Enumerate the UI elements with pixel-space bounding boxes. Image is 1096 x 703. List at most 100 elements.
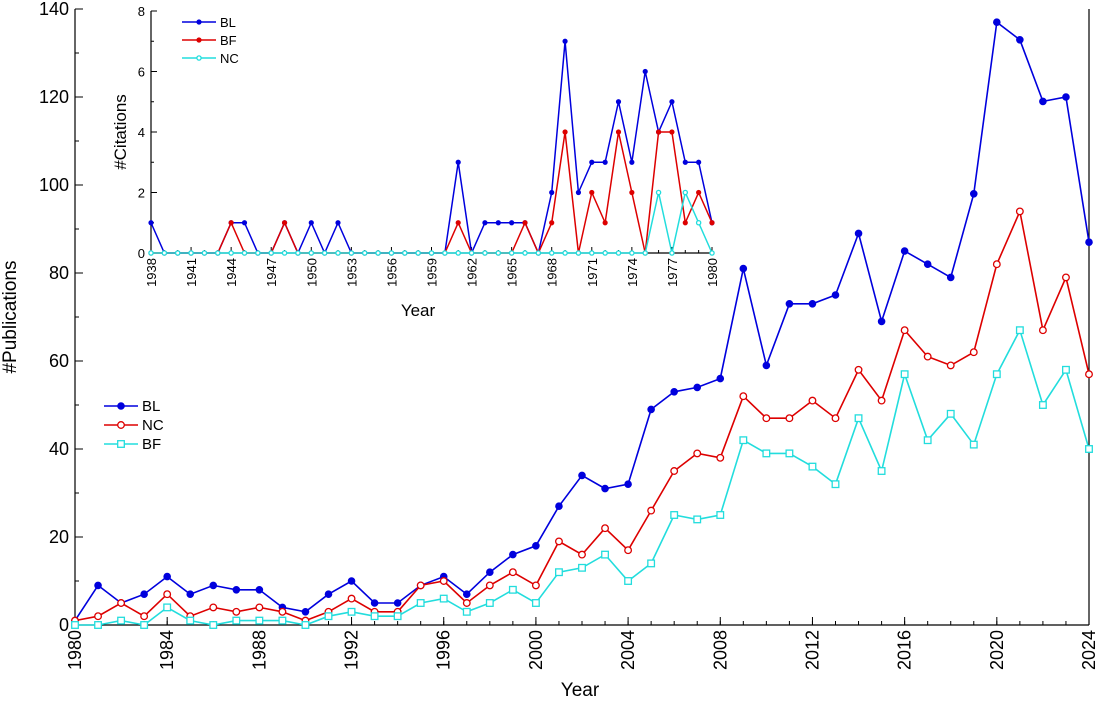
- inset-x-tick-label: 1941: [184, 258, 199, 287]
- main-legend: BL NC BF: [104, 398, 164, 453]
- inset-x-axis-title: Year: [401, 301, 436, 320]
- main-point-nc: [601, 524, 609, 533]
- main-x-tick-label: 1988: [249, 630, 269, 670]
- main-point-bf: [255, 616, 264, 625]
- main-point-bf: [647, 559, 656, 568]
- inset-point-bf: [522, 220, 528, 226]
- main-point-bl: [462, 590, 471, 599]
- main-x-tick-label: 1980: [65, 630, 85, 670]
- main-point-nc: [94, 612, 102, 621]
- main-y-tick-label: 140: [39, 0, 69, 19]
- main-x-tick-label: 1984: [157, 630, 177, 670]
- inset-legend-label-bf: BF: [220, 33, 237, 48]
- inset-point-bl: [509, 220, 515, 226]
- inset-y-tick-label: 8: [138, 4, 145, 19]
- main-point-nc: [946, 361, 955, 370]
- main-point-nc: [508, 568, 517, 577]
- main-y-axis-title: #Publications: [0, 260, 21, 373]
- main-x-tick-label: 2012: [802, 630, 822, 670]
- main-point-bl: [1085, 238, 1093, 246]
- inset-legend-label-bl: BL: [220, 15, 236, 30]
- main-point-bf: [762, 449, 771, 458]
- main-point-bl: [255, 586, 264, 594]
- inset-point-nc: [562, 250, 568, 256]
- inset-x-tick-label: 1956: [384, 258, 399, 287]
- main-y-tick-label: 0: [59, 615, 69, 635]
- inset-point-nc: [655, 189, 662, 196]
- main-point-bl: [831, 291, 840, 299]
- inset-point-bl: [148, 220, 154, 226]
- main-point-nc: [647, 506, 656, 515]
- inset-point-nc: [335, 250, 341, 256]
- main-point-bf: [923, 436, 932, 445]
- main-point-nc: [347, 594, 356, 603]
- inset-point-bf: [549, 220, 555, 226]
- main-point-bf: [301, 621, 310, 629]
- main-point-bf: [555, 568, 563, 577]
- inset-point-bl: [669, 99, 675, 105]
- main-point-bl: [140, 590, 148, 599]
- inset-point-bf: [562, 129, 568, 135]
- main-point-bf: [117, 616, 126, 625]
- inset-point-nc: [201, 250, 208, 256]
- main-legend-label-nc: NC: [142, 417, 164, 434]
- main-point-bf: [209, 621, 218, 629]
- inset-point-bf: [655, 129, 662, 135]
- inset-point-bf: [696, 189, 702, 196]
- main-point-nc: [485, 581, 494, 590]
- inset-x-tick-label: 1950: [304, 258, 319, 287]
- main-x-tick-label: 2016: [895, 630, 915, 670]
- main-point-bf: [900, 370, 909, 379]
- inset-point-bf: [455, 220, 461, 226]
- main-legend-marker-nc: [117, 421, 125, 429]
- inset-point-nc: [361, 250, 368, 256]
- main-y-tick-label: 60: [49, 351, 69, 371]
- inset-point-bl: [682, 159, 688, 165]
- inset-point-nc: [482, 250, 488, 256]
- main-point-nc: [670, 467, 679, 475]
- main-y-tick-label: 80: [49, 263, 69, 283]
- main-point-nc: [140, 612, 149, 621]
- main-point-bl: [555, 502, 563, 511]
- main-point-nc: [900, 326, 909, 335]
- main-point-bf: [71, 621, 79, 629]
- main-point-bl: [993, 18, 1001, 27]
- main-point-bl: [347, 577, 356, 585]
- main-point-bf: [324, 612, 333, 621]
- inset-legend-marker-nc: [196, 55, 202, 61]
- inset-x-tick-label: 1962: [465, 258, 480, 287]
- main-point-bl: [946, 273, 955, 282]
- main-series-bf: [71, 326, 1093, 629]
- main-point-bl: [670, 388, 678, 396]
- inset-point-bl: [455, 159, 461, 165]
- main-point-bf: [877, 467, 886, 475]
- inset-point-bf: [669, 129, 675, 135]
- inset-point-nc: [174, 250, 181, 256]
- inset-x-tick-label: 1977: [665, 258, 680, 287]
- main-point-nc: [831, 414, 840, 423]
- inset-point-bf: [589, 189, 595, 196]
- inset-point-nc: [548, 250, 555, 256]
- inset-x-tick-label: 1947: [264, 258, 279, 287]
- inset-point-nc: [629, 250, 635, 256]
- main-point-bl: [186, 590, 195, 599]
- main-point-bf: [670, 511, 679, 519]
- inset-point-nc: [375, 250, 381, 256]
- main-point-bl: [486, 568, 494, 577]
- inset-point-bf: [615, 129, 622, 135]
- inset-y-axis-title: #Citations: [111, 94, 130, 170]
- main-point-nc: [1038, 326, 1047, 335]
- main-point-bl: [808, 300, 817, 308]
- main-point-nc: [923, 352, 932, 361]
- main-point-bl: [1062, 93, 1070, 101]
- inset-series-group: [148, 38, 715, 256]
- inset-point-bf: [602, 220, 608, 226]
- inset-x-tick-label: 1965: [505, 258, 520, 287]
- main-point-nc: [416, 581, 425, 590]
- inset-point-nc: [709, 250, 715, 256]
- main-point-bl: [854, 229, 863, 238]
- main-point-bl: [232, 586, 241, 594]
- main-point-nc: [462, 599, 471, 607]
